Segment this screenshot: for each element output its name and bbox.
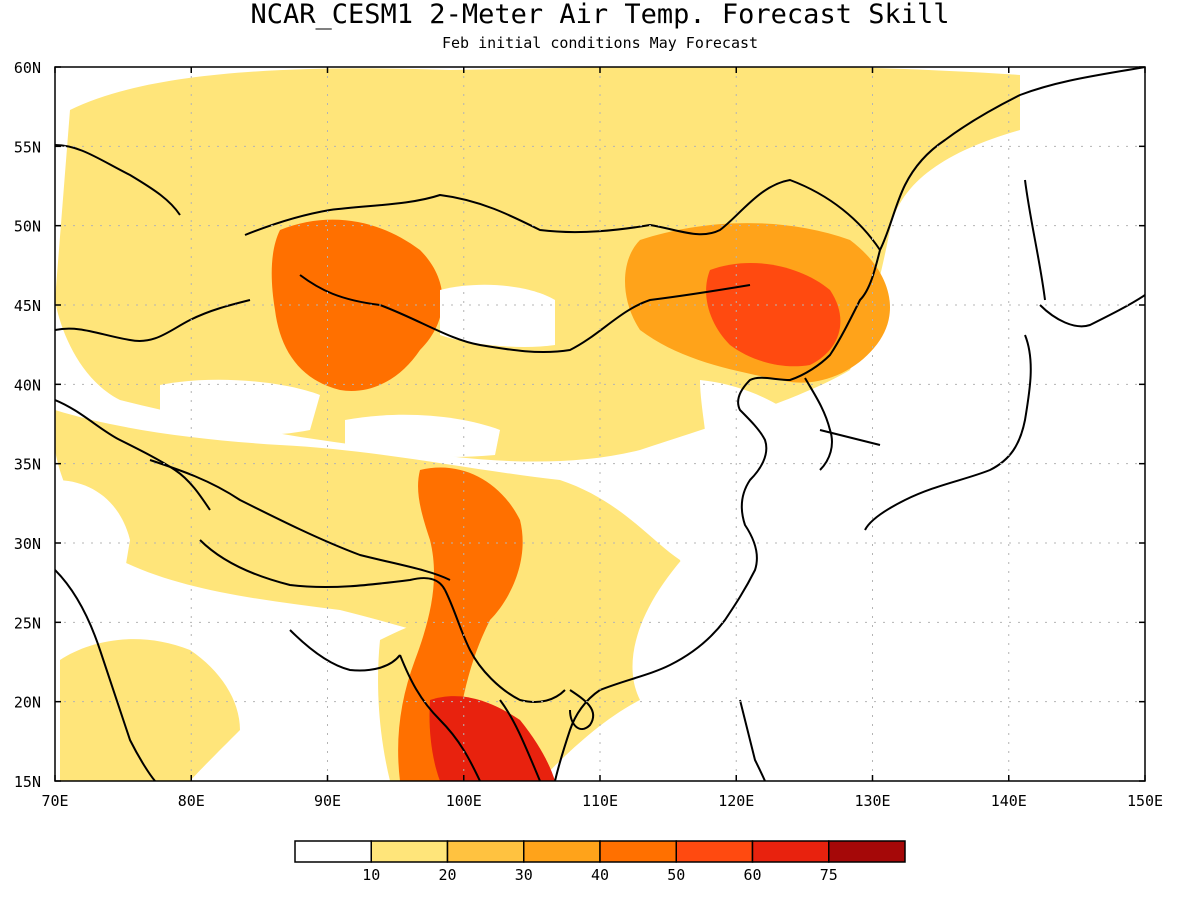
colorbar-label: 30 — [515, 866, 533, 884]
skill-region-india — [60, 639, 240, 781]
lat-label: 30N — [14, 535, 41, 553]
lon-label: 80E — [178, 792, 205, 810]
lat-label: 60N — [14, 59, 41, 77]
country-border — [55, 178, 881, 781]
lon-label: 100E — [446, 792, 482, 810]
axis-ticks — [54, 66, 1146, 782]
lat-label: 20N — [14, 694, 41, 712]
colorbar-label: 50 — [667, 866, 685, 884]
lon-label: 150E — [1127, 792, 1163, 810]
colorbar — [294, 840, 906, 863]
skill-region-tibet-plateau — [55, 410, 700, 670]
colorbar-swatch — [446, 840, 525, 863]
lat-label: 40N — [14, 376, 41, 394]
colorbar-swatch — [828, 840, 906, 863]
lat-label: 25N — [14, 614, 41, 632]
lat-label: 15N — [14, 773, 41, 791]
lon-label: 130E — [854, 792, 890, 810]
coastline — [55, 67, 1145, 781]
colorbar-label: 10 — [362, 866, 380, 884]
no-skill-area — [632, 380, 833, 700]
lat-label: 50N — [14, 218, 41, 236]
longitude-labels: 70E 80E 90E 100E 110E 120E 130E 140E 150E — [41, 792, 1163, 810]
graticule — [55, 67, 1145, 781]
colorbar-swatch — [370, 840, 449, 863]
no-skill-area — [780, 300, 1145, 781]
colorbar-label: 20 — [438, 866, 456, 884]
skill-field — [55, 67, 1145, 781]
lon-label: 70E — [41, 792, 68, 810]
skill-region-indochina — [398, 467, 523, 781]
lon-label: 90E — [314, 792, 341, 810]
colorbar-swatch — [294, 840, 372, 863]
colorbar-swatch — [523, 840, 601, 863]
map-title: NCAR_CESM1 2-Meter Air Temp. Forecast Sk… — [250, 0, 950, 30]
skill-region-central-asia — [271, 219, 443, 391]
lon-label: 140E — [991, 792, 1027, 810]
map-subtitle: Feb initial conditions May Forecast — [441, 34, 759, 52]
lon-label: 110E — [582, 792, 618, 810]
colorbar-labels: 10 20 30 40 50 60 75 — [362, 866, 838, 884]
no-skill-area — [345, 414, 500, 457]
colorbar-label: 60 — [743, 866, 761, 884]
lat-label: 35N — [14, 456, 41, 474]
skill-region-northeast-china-core — [706, 262, 841, 367]
colorbar-label: 75 — [820, 866, 838, 884]
no-skill-area — [440, 284, 555, 347]
colorbar-swatch — [599, 840, 677, 863]
no-skill-area — [160, 379, 320, 436]
no-skill-area — [55, 480, 130, 600]
latitude-labels: 60N 55N 50N 45N 40N 35N 30N 25N 20N 15N — [14, 59, 41, 791]
colorbar-swatch — [675, 840, 754, 863]
colorbar-label: 40 — [591, 866, 609, 884]
lat-label: 45N — [14, 297, 41, 315]
skill-region-indochina-core — [429, 696, 555, 781]
lat-label: 55N — [14, 138, 41, 156]
colorbar-swatch — [751, 840, 830, 863]
lon-label: 120E — [718, 792, 754, 810]
